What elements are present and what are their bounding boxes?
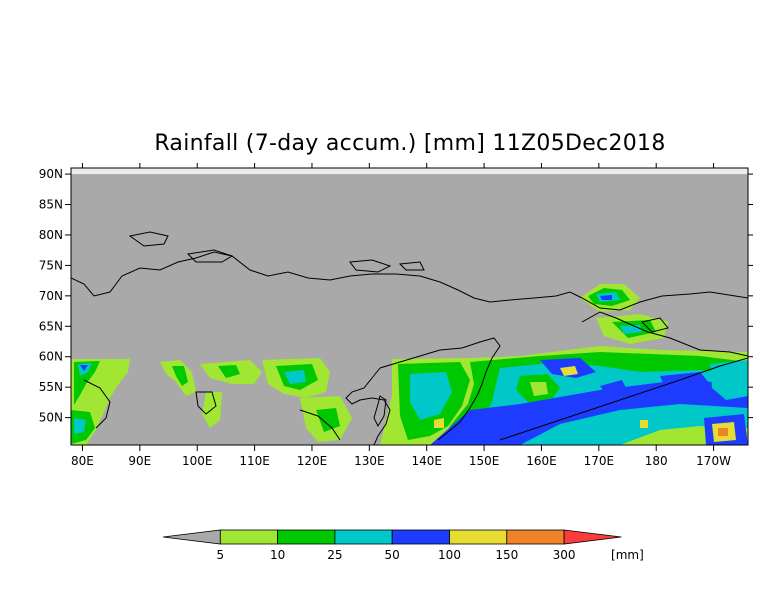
rain-cell-west <box>80 365 88 371</box>
colorbar-segment <box>219 529 279 545</box>
page-title: Rainfall (7-day accum.) [mm] 11Z05Dec201… <box>154 131 666 156</box>
colorbar-segment <box>277 529 336 545</box>
colorbar: 5 10 25 50 100 150 300 [mm] <box>162 529 644 562</box>
lat-tick-label: 80N <box>39 228 63 242</box>
colorbar-level-label: 50 <box>385 548 400 562</box>
severnaya-zemlya <box>128 231 169 247</box>
rain-region-southwest-heavy <box>74 418 86 434</box>
no-data-band <box>71 168 748 175</box>
rain-region-central-moderate <box>172 366 188 386</box>
lat-tick-label: 90N <box>39 167 63 181</box>
rain-region-baikal-moderate <box>218 365 240 378</box>
bering-coast <box>581 311 748 357</box>
lon-tick-label: 170E <box>584 454 615 468</box>
rain-ring-core <box>530 382 548 396</box>
new-siberian-islands <box>349 259 392 273</box>
lon-tick-label: 120E <box>297 454 328 468</box>
latitude-axis: 90N 85N 80N 75N 70N 65N 60N 55N 50N <box>39 167 753 425</box>
arctic-coast <box>71 251 748 311</box>
rainfall-field <box>71 284 748 445</box>
colorbar-segment-high <box>563 529 622 545</box>
lat-tick-label: 50N <box>39 411 63 425</box>
lon-tick-label: 110E <box>239 454 270 468</box>
lat-tick-label: 65N <box>39 319 63 333</box>
rain-cell-southeast-peak <box>718 428 728 436</box>
colorbar-segment <box>391 529 450 545</box>
okhotsk-west-coast <box>345 367 391 445</box>
colorbar-level-label: 150 <box>495 548 518 562</box>
west-border <box>83 379 111 429</box>
rain-cell-pacific-east <box>640 420 648 428</box>
rain-cell-bering-north <box>560 366 578 376</box>
lat-tick-label: 70N <box>39 289 63 303</box>
lon-tick-label: 170W <box>696 454 731 468</box>
colorbar-level-label: 5 <box>216 548 224 562</box>
colorbar-segment <box>334 529 393 545</box>
taymyr-islands <box>186 249 234 263</box>
rain-region-okhotsk-heavy <box>410 372 452 420</box>
colorbar-segment <box>506 529 565 545</box>
map-panel: 90N 85N 80N 75N 70N 65N 60N 55N 50N 80E 90E 100E 11… <box>39 163 753 468</box>
lon-tick-label: 140E <box>411 454 442 468</box>
longitude-axis: 80E 90E 100E 110E 120E 130E 140E 150E 160E 170E 18… <box>71 163 731 468</box>
rain-region-south-central <box>202 392 222 428</box>
lon-tick-label: 90E <box>128 454 151 468</box>
lon-tick-label: 80E <box>71 454 94 468</box>
rain-region-alaska-coast <box>710 360 748 400</box>
okhotsk-kamchatka-coast <box>379 337 501 441</box>
lon-tick-label: 100E <box>182 454 213 468</box>
map-frame <box>70 167 749 446</box>
rain-region-stanovoy-heavy <box>284 370 306 384</box>
colorbar-level-label: 100 <box>438 548 461 562</box>
colorbar-segment <box>449 529 508 545</box>
rain-cell-aleutian <box>600 380 628 396</box>
colorbar-level-label: 25 <box>327 548 342 562</box>
coastlines <box>71 231 748 445</box>
rain-cell-chukotka <box>600 295 612 300</box>
amur-river-coast <box>299 409 341 441</box>
colorbar-segment-low <box>162 529 221 545</box>
new-siberian-islands-east <box>398 261 425 271</box>
colorbar-level-label: 300 <box>553 548 576 562</box>
lat-tick-label: 85N <box>39 198 63 212</box>
lat-tick-label: 60N <box>39 350 63 364</box>
colorbar-unit-label: [mm] <box>611 548 644 562</box>
rain-region-amur-moderate <box>316 408 340 432</box>
lon-tick-label: 160E <box>526 454 557 468</box>
lon-tick-label: 130E <box>354 454 385 468</box>
lake-baikal <box>195 391 217 415</box>
bering-strait-coast <box>641 317 669 333</box>
sakhalin <box>373 395 387 428</box>
aleutian-chain <box>499 357 748 441</box>
colorbar-level-label: 10 <box>270 548 285 562</box>
lat-tick-label: 55N <box>39 380 63 394</box>
lon-tick-label: 180 <box>645 454 668 468</box>
lon-tick-label: 150E <box>469 454 500 468</box>
rain-cell-alaska-gulf <box>660 372 710 392</box>
lat-tick-label: 75N <box>39 258 63 272</box>
rain-cell-kuril <box>434 418 444 428</box>
